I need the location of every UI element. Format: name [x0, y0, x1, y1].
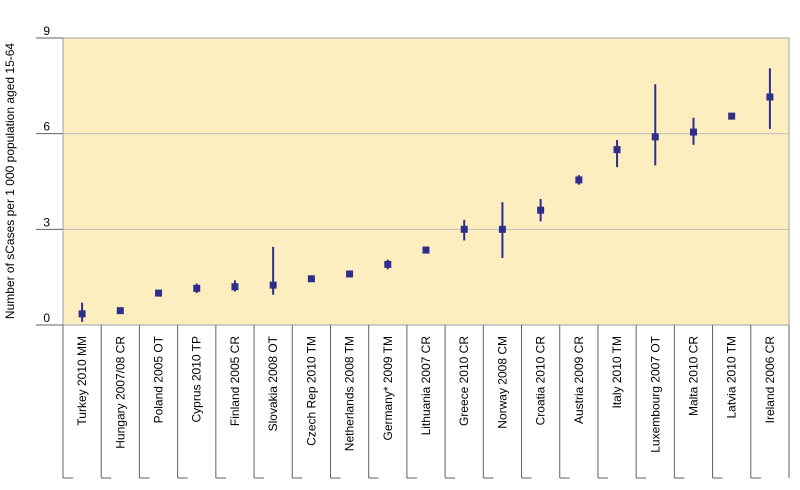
data-point [307, 275, 315, 283]
x-tick-label: Czech Rep 2010 TM [304, 336, 318, 446]
data-point [155, 289, 163, 297]
data-point [116, 307, 124, 315]
data-point [193, 284, 201, 292]
x-tick-label: Ireland 2006 CR [763, 336, 777, 424]
data-point [422, 246, 430, 254]
data-point [766, 93, 774, 101]
y-tick-label: 6 [43, 120, 50, 134]
x-tick-label: Austria 2009 CR [572, 336, 586, 424]
data-point [537, 206, 545, 214]
x-tick-label: Norway 2008 CM [495, 336, 509, 429]
data-point [231, 283, 239, 291]
x-tick-label: Turkey 2010 MM [75, 336, 89, 426]
x-tick-label: Italy 2010 TM [610, 336, 624, 408]
y-tick-label: 3 [43, 215, 50, 229]
data-point [651, 133, 659, 141]
plot-area [62, 37, 790, 326]
y-axis: 0 3 6 9 [36, 24, 63, 326]
data-point [613, 146, 621, 154]
data-point [384, 260, 392, 268]
data-point [728, 112, 736, 120]
x-tick-label: Finland 2005 CR [228, 336, 242, 426]
x-tick-label: Cyprus 2010 TP [190, 336, 204, 423]
x-tick-label: Luxembourg 2007 OT [648, 335, 662, 452]
data-point [269, 281, 277, 289]
data-point [498, 225, 506, 233]
x-tick-label: Hungary 2007/08 CR [113, 336, 127, 449]
y-axis-title: Number of sCases per 1 000 population ag… [3, 43, 17, 320]
x-tick-label: Croatia 2010 CR [534, 336, 548, 426]
data-point [689, 128, 697, 136]
y-tick-label: 9 [43, 24, 50, 38]
y-tick-label: 0 [43, 311, 50, 325]
gridlines [63, 133, 789, 230]
x-tick-label: Netherlands 2008 TM [343, 336, 357, 451]
x-tick-label: Latvia 2010 TM [725, 336, 739, 419]
x-tick-label: Malta 2010 CR [686, 336, 700, 416]
data-point [460, 225, 468, 233]
x-tick-label: Greece 2010 CR [457, 336, 471, 426]
x-axis: Turkey 2010 MM Hungary 2007/08 CR Poland 2… [62, 325, 790, 479]
x-tick-label: Slovakia 2008 OT [266, 335, 280, 431]
data-point [78, 310, 86, 318]
x-tick-label: Lithuania 2007 CR [419, 336, 433, 436]
x-tick-label: Germany* 2009 TM [381, 336, 395, 441]
data-marks [78, 68, 774, 322]
x-tick-label: Poland 2005 OT [152, 335, 166, 423]
data-point [575, 176, 583, 184]
data-point [346, 270, 354, 278]
